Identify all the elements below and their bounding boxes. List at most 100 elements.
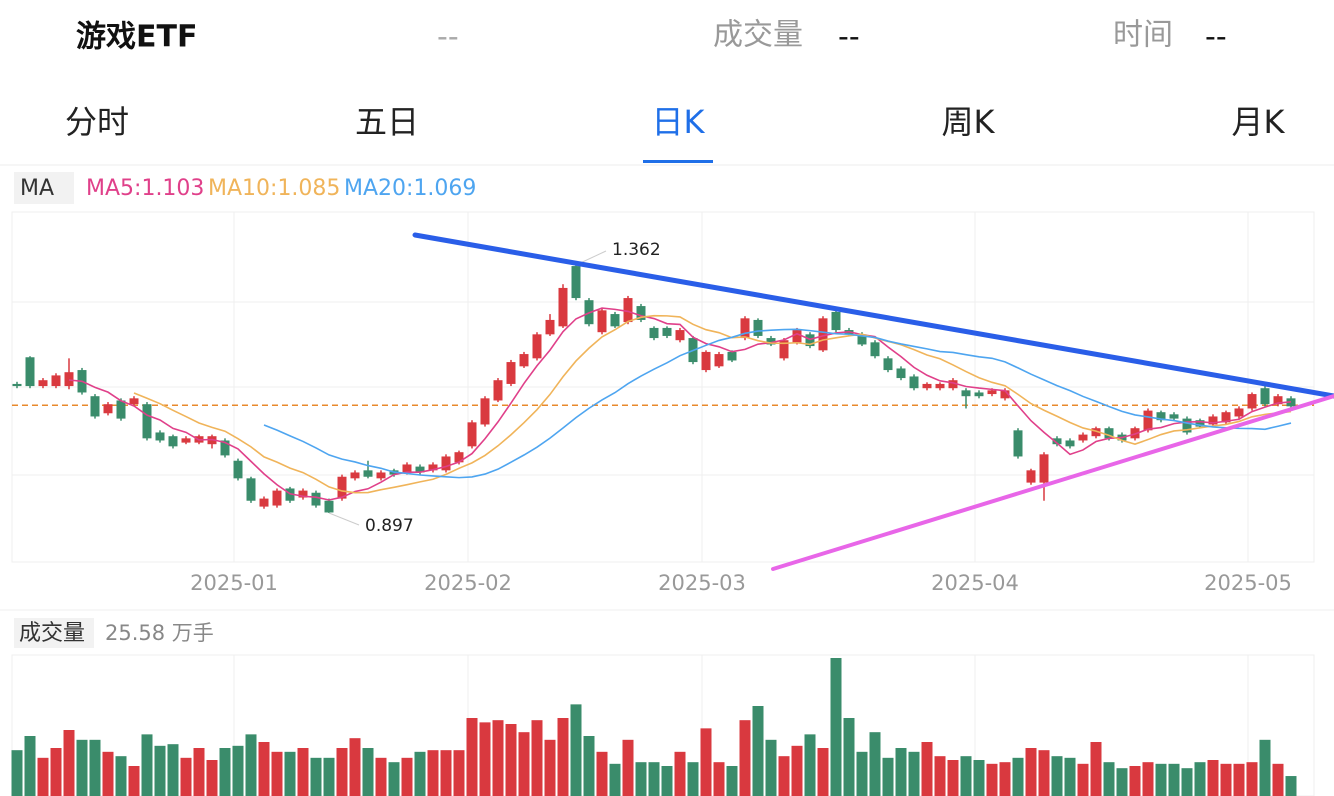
volume-bar: [1285, 776, 1297, 796]
candle-body: [987, 390, 997, 395]
volume-bar: [882, 757, 894, 796]
volume-bar: [700, 728, 712, 796]
volume-bar: [830, 658, 842, 796]
candle-body: [636, 306, 646, 320]
volume-bar: [1233, 763, 1245, 796]
candle-body: [818, 318, 828, 351]
volume-bar: [427, 750, 439, 796]
volume-bar: [245, 734, 257, 796]
volume-bar: [999, 762, 1011, 796]
legend-entry: MA10:1.085: [208, 176, 340, 201]
volume-bar: [544, 739, 556, 796]
fund-name: 游戏ETF: [76, 20, 197, 55]
candle-body: [753, 319, 763, 336]
candle-body: [402, 464, 412, 473]
candle-body: [675, 330, 685, 341]
x-tick-label: 2025-03: [658, 571, 746, 595]
candle-body: [1273, 396, 1283, 405]
candle-body: [12, 383, 22, 387]
candle-body: [1039, 454, 1049, 483]
candle-body: [428, 464, 438, 471]
candle-body: [1065, 440, 1075, 447]
volume-bar: [947, 760, 959, 796]
candle-body: [1078, 434, 1088, 441]
tab[interactable]: 月K: [1232, 103, 1286, 141]
volume-bar: [310, 757, 322, 796]
candle-body: [883, 358, 893, 371]
moving-average-line: [133, 314, 1292, 494]
volume-bar: [414, 751, 426, 796]
volume-bar: [908, 751, 920, 796]
tab-underline: [643, 160, 713, 163]
volume-bar: [63, 730, 75, 796]
volume-bar: [596, 751, 608, 796]
x-tick-label: 2025-02: [424, 571, 512, 595]
candle-body: [142, 404, 152, 439]
indicator-box: [14, 172, 74, 204]
volume-bar: [557, 718, 569, 796]
volume-bar: [778, 756, 790, 796]
candle-body: [974, 392, 984, 397]
volume-bar: [635, 762, 647, 796]
candle-body: [64, 372, 74, 387]
volume-bar: [570, 704, 582, 796]
volume-bar: [1220, 763, 1232, 796]
candle-body: [415, 466, 425, 473]
candle-body: [25, 357, 35, 387]
volume-bar: [297, 748, 309, 796]
volume-bar: [1246, 762, 1258, 796]
tab[interactable]: 日K: [652, 103, 706, 141]
candle-body: [623, 298, 633, 323]
candle-body: [1195, 420, 1205, 427]
x-tick-label: 2025-01: [190, 571, 278, 595]
volume-bar: [1259, 739, 1271, 796]
volume-bar: [193, 748, 205, 796]
volume-bar: [1272, 763, 1284, 796]
candle-body: [1143, 410, 1153, 431]
volume-bar: [362, 748, 374, 796]
tab[interactable]: 五日: [355, 103, 419, 141]
candle-body: [337, 476, 347, 499]
candle-body: [519, 354, 529, 367]
tab[interactable]: 周K: [942, 103, 996, 141]
volume-bar: [1090, 742, 1102, 796]
legend-entry: MA20:1.069: [344, 176, 476, 201]
candle-body: [935, 383, 945, 389]
tab[interactable]: 分时: [65, 103, 129, 141]
candle-body: [116, 400, 126, 419]
tab-bar: 分时 五日 日K 周K 月K: [65, 103, 1286, 163]
candle-body: [298, 490, 308, 498]
volume-bar: [1051, 756, 1063, 796]
candle-body: [1169, 414, 1179, 419]
candle-body: [1000, 390, 1010, 399]
volume-bar: [492, 720, 504, 796]
candle-body: [181, 438, 191, 443]
volume-bar: [1194, 762, 1206, 796]
volume-bar: [375, 757, 387, 796]
candle-body: [350, 472, 360, 479]
volume-bar: [869, 732, 881, 796]
x-tick-label: 2025-04: [931, 571, 1019, 595]
volume-bar: [791, 745, 803, 796]
low-label: 0.897: [365, 516, 414, 536]
candle-body: [545, 319, 555, 335]
trend-line-lower: [771, 394, 1334, 571]
candle-body: [376, 472, 386, 479]
volume-bar: [37, 757, 49, 796]
candle-body: [662, 327, 672, 336]
volume-bar: [349, 738, 361, 796]
low-leader: [328, 512, 360, 526]
candle-body: [727, 351, 737, 361]
volume-bar: [1012, 757, 1024, 796]
candle-body: [233, 460, 243, 479]
volume-bar: [960, 756, 972, 796]
volume-bar: [752, 706, 764, 796]
candle-body: [1182, 418, 1192, 433]
volume-bar: [726, 766, 738, 796]
candle-body: [363, 470, 373, 477]
candle-body: [896, 368, 906, 379]
candle-body: [1156, 412, 1166, 421]
volume-bar: [817, 748, 829, 796]
volume-bar: [323, 757, 335, 796]
candle-body: [649, 327, 659, 339]
